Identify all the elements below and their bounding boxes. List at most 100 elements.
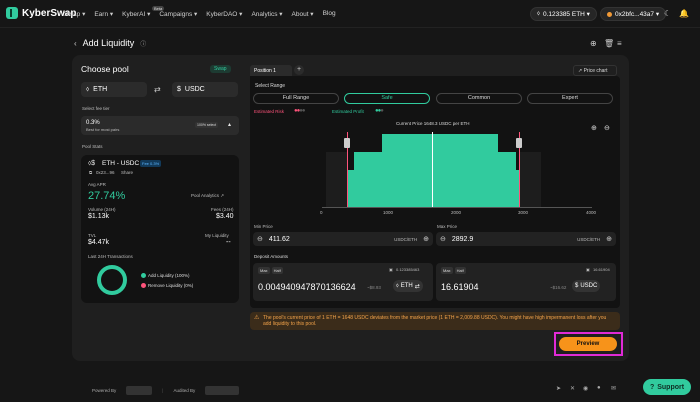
wallet-address-pill[interactable]: 0x2bfc...43a7 ▾ (600, 7, 667, 21)
eth-token-chip[interactable]: ⬨ ETH ⇄ (393, 280, 423, 292)
nav-kyberai[interactable]: KyberAI ▾ (122, 11, 151, 18)
max-chip[interactable]: Max (258, 267, 270, 274)
eth-usd: ~$8.93 (367, 285, 381, 290)
usdc-usd: ~$16.62 (550, 285, 567, 290)
max-half-chips: Max Half (258, 267, 285, 274)
nav-kyberdao[interactable]: KyberDAO ▾ (206, 11, 243, 18)
main-nav: Swap ▾ Earn ▾ KyberAI ▾ Campaigns ▾ Kybe… (64, 10, 336, 18)
volume-label: Volume (24H) (88, 207, 116, 212)
copy-icon[interactable]: ⧉ (89, 170, 93, 175)
range-safe[interactable]: Safe (344, 93, 430, 104)
ethereum-icon: ⬨ (86, 85, 90, 93)
balance-pill[interactable]: ⬨ 0.123385 ETH ▾ (530, 7, 597, 21)
pool-address: 0x23...96 (96, 170, 115, 175)
page-title-row: ‹ Add Liquidity ⓘ (74, 38, 146, 48)
footer-divider: | (162, 388, 164, 393)
deposit-eth-box: Max Half ▣ 0.123385463 0.0049409478701366… (253, 263, 433, 301)
usdc-amount-input[interactable]: 16.61904 (441, 282, 479, 292)
nav-campaigns[interactable]: Campaigns ▾ (159, 11, 198, 18)
legend-add-text: Add Liquidity (100%) (148, 273, 190, 278)
chevron-up-icon: ▴ (228, 122, 232, 128)
help-icon: ? (649, 383, 655, 391)
info-icon[interactable]: ⓘ (140, 41, 147, 48)
swap-tokens-icon[interactable]: ⇄ (154, 85, 161, 94)
kyber-network-logo[interactable] (126, 386, 153, 395)
max-price-input[interactable]: ⊖ 2892.9 USDC/ETH ⊕ (436, 232, 616, 246)
add-position-icon[interactable]: + (294, 65, 304, 75)
min-price-value[interactable]: 411.62 (268, 235, 290, 243)
settings-icon[interactable]: ≡ (617, 39, 622, 48)
legend-remove-text: Remove Liquidity (0%) (148, 283, 194, 288)
nav-blog[interactable]: Blog (322, 10, 336, 17)
twitter-icon[interactable]: ✕ (570, 386, 576, 392)
swap-badge[interactable]: Swap (210, 65, 231, 73)
nav-swap[interactable]: Swap ▾ (64, 11, 86, 18)
zoom-icon[interactable]: ⊕ (590, 39, 597, 48)
liquidity-bar (519, 152, 541, 207)
usdc-token-chip[interactable]: $ USDC (572, 280, 601, 292)
price-chart-button[interactable]: ↗ Price chart (573, 65, 617, 76)
token-a-symbol: ETH (93, 86, 108, 93)
liquidity-chart (320, 132, 595, 207)
token-b-select[interactable]: $ USDC (172, 82, 238, 97)
max-price-value[interactable]: 2892.9 (451, 235, 474, 243)
chart-icon: ↗ (578, 68, 583, 74)
logo-text: KyberSwap (22, 7, 77, 19)
zoom-in-icon[interactable]: ⊕ (591, 125, 597, 132)
half-chip[interactable]: Half (454, 267, 466, 274)
nav-earn[interactable]: Earn ▾ (94, 11, 114, 18)
minus-icon[interactable]: ⊖ (440, 236, 446, 243)
chainsecurity-logo[interactable] (205, 386, 240, 395)
usdc-balance: 16.61904 (593, 267, 610, 272)
nav-analytics[interactable]: Analytics ▾ (251, 11, 283, 18)
pool-analytics-link[interactable]: Pool Analytics ↗ (191, 193, 225, 198)
mail-icon[interactable]: ✉ (611, 386, 617, 392)
theme-icon[interactable]: ☾ (664, 9, 672, 18)
half-chip[interactable]: Half (271, 267, 283, 274)
share-link[interactable]: Share (121, 170, 134, 175)
min-handle-grip[interactable] (344, 138, 350, 148)
max-half-chips: Max Half (441, 267, 468, 274)
max-chip[interactable]: Max (441, 267, 453, 274)
bell-icon[interactable]: 🔔 (679, 9, 689, 18)
preview-button[interactable]: Preview (559, 337, 617, 351)
fee-sub: Best for most pairs (86, 127, 120, 132)
min-price-handle[interactable] (347, 132, 348, 207)
nav-about[interactable]: About ▾ (291, 11, 314, 18)
fee-tier-select[interactable]: 0.3% Best for most pairs 100% select ▴ (81, 116, 239, 135)
medium-icon[interactable]: ● (597, 385, 601, 391)
plus-icon[interactable]: ⊕ (423, 236, 429, 243)
ethereum-icon: ⬨ (537, 10, 540, 17)
fee-select-chip: 100% select (195, 122, 219, 128)
legend-add-dot (141, 273, 146, 278)
max-handle-grip[interactable] (516, 138, 522, 148)
choose-pool-label: Choose pool (81, 64, 129, 74)
range-common[interactable]: Common (436, 93, 522, 104)
range-expert[interactable]: Expert (527, 93, 613, 104)
usdc-symbol: USDC (580, 283, 598, 289)
price-chart-label: Price chart (583, 68, 608, 74)
kyberswap-logo[interactable]: KyberSwap (6, 7, 76, 19)
price-deviation-warning: ⚠ The pool's current price of 1 ETH = 16… (250, 312, 620, 330)
minus-icon[interactable]: ⊖ (257, 236, 263, 243)
telegram-icon[interactable]: ➤ (556, 386, 562, 392)
apr-label: Avg APR (88, 182, 106, 187)
axis-tick: 0 (320, 210, 323, 215)
range-full[interactable]: Full Range (253, 93, 339, 104)
axis-tick: 4000 (586, 210, 597, 215)
min-price-input[interactable]: ⊖ 411.62 USDC/ETH ⊕ (253, 232, 433, 246)
discord-icon[interactable]: ◉ (583, 386, 589, 392)
token-a-select[interactable]: ⬨ ETH (81, 82, 147, 97)
eth-balance: 0.123385463 (396, 267, 420, 272)
trash-icon[interactable]: 🗑 (604, 39, 615, 48)
chevron-left-icon[interactable]: ‹ (74, 38, 77, 48)
support-label: Support (657, 383, 685, 391)
min-price-label: Min Price (254, 224, 273, 229)
zoom-out-icon[interactable]: ⊖ (604, 125, 610, 132)
footer: Powered By | Audited By (92, 386, 240, 395)
max-price-handle[interactable] (519, 132, 520, 207)
tab-position-1[interactable]: Position 1 (250, 65, 292, 76)
plus-icon[interactable]: ⊕ (606, 236, 612, 243)
eth-amount-input[interactable]: 0.004940947870136624 (258, 282, 356, 292)
support-button[interactable]: ? Support (643, 379, 691, 395)
